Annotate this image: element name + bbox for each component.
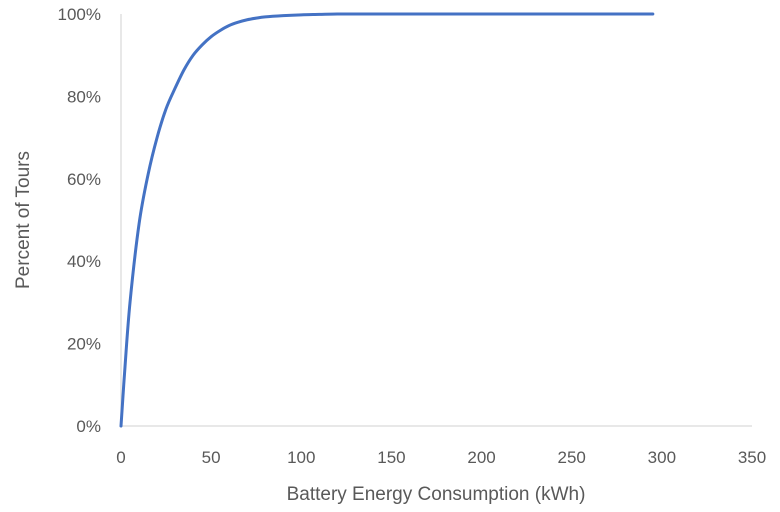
- x-tick-label: 50: [202, 448, 221, 467]
- x-tick-label: 250: [558, 448, 586, 467]
- y-tick-label: 60%: [67, 170, 101, 189]
- x-tick-label: 350: [738, 448, 766, 467]
- y-tick-label: 0%: [76, 417, 101, 436]
- y-tick-label: 20%: [67, 335, 101, 354]
- series-layer: [119, 12, 655, 428]
- x-axis-title: Battery Energy Consumption (kWh): [287, 484, 586, 505]
- x-tick-label: 0: [116, 448, 125, 467]
- x-tick-label: 300: [648, 448, 676, 467]
- x-tick-label: 200: [467, 448, 495, 467]
- series-line-0: [119, 12, 655, 428]
- y-axis-title: Percent of Tours: [13, 151, 34, 289]
- x-tick-labels: 0 50 100 150 200 250 300 350: [116, 448, 766, 467]
- y-tick-label: 100%: [58, 5, 101, 24]
- x-tick-label: 150: [377, 448, 405, 467]
- x-tick-label: 100: [287, 448, 315, 467]
- y-tick-labels: 0% 20% 40% 60% 80% 100%: [58, 5, 101, 436]
- y-tick-label: 40%: [67, 252, 101, 271]
- y-tick-label: 80%: [67, 87, 101, 106]
